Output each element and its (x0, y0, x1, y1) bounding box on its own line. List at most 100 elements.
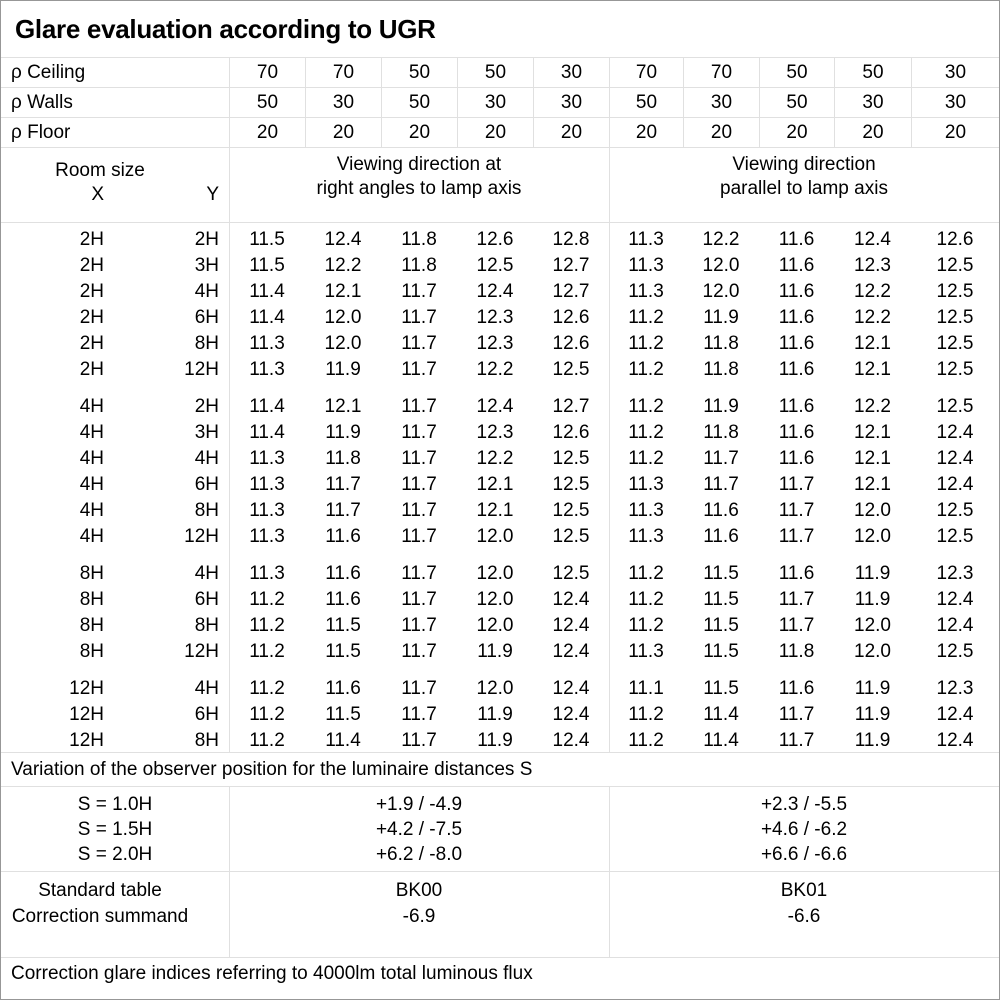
ugr-value: 11.6 (778, 563, 815, 584)
variation-s-label: S = 2.0H (77, 844, 153, 865)
ugr-row: 2H 8H 11.3 12.0 11.7 12.3 12.6 11.2 11.8 11.6 12.1… (1, 331, 999, 357)
ugr-value: 12.4 (552, 641, 590, 662)
ugr-value: 11.2 (628, 307, 664, 328)
ugr-value: 12.4 (936, 589, 974, 610)
ugr-row: 2H 6H 11.4 12.0 11.7 12.3 12.6 11.2 11.9 11.6 12.2… (1, 305, 999, 331)
ugr-value: 11.7 (401, 474, 437, 495)
page-title: Glare evaluation according to UGR (1, 1, 999, 58)
ugr-value: 12.0 (476, 678, 514, 699)
ugr-value: 11.8 (703, 422, 739, 443)
ugr-row: 4H 4H 11.3 11.8 11.7 12.2 12.5 11.2 11.7 11.6 12.1… (1, 446, 999, 472)
ugr-value: 11.7 (778, 730, 815, 751)
reflectance-label: ρ Walls (11, 92, 73, 113)
ugr-value: 12.0 (854, 615, 891, 636)
ugr-value: 11.7 (401, 641, 437, 662)
variation-value: +4.6 / -6.2 (760, 819, 848, 840)
ugr-value: 12.4 (552, 589, 590, 610)
variation-section: S = 1.0H S = 1.5H S = 2.0H +1.9 / -4.9 +4.2… (1, 787, 999, 872)
correction-right-angles-values: BK00 -6.9 (229, 878, 609, 957)
ugr-value: 12.5 (552, 563, 590, 584)
room-size-y: 3H (194, 422, 219, 443)
ugr-value: 12.5 (936, 396, 974, 417)
ugr-value: 12.1 (854, 359, 891, 380)
ugr-row-group: 2H 2H 11.5 12.4 11.8 12.6 12.8 11.3 12.2 11.6 12.4… (1, 227, 999, 383)
ugr-value: 11.7 (325, 500, 361, 521)
ugr-row: 4H 6H 11.3 11.7 11.7 12.1 12.5 11.3 11.7 11.7 12.1… (1, 472, 999, 498)
ugr-value: 11.9 (325, 359, 361, 380)
reflectance-value: 70 (683, 58, 759, 87)
ugr-value: 11.2 (628, 730, 664, 751)
ugr-value: 11.7 (778, 589, 815, 610)
ugr-value: 11.9 (477, 730, 513, 751)
ugr-value: 11.9 (854, 730, 891, 751)
ugr-value: 11.8 (703, 359, 739, 380)
y-column-label: Y (206, 184, 219, 205)
ugr-value: 12.5 (936, 359, 974, 380)
ugr-value: 12.6 (476, 229, 514, 250)
ugr-value: 11.7 (401, 678, 437, 699)
ugr-value: 12.3 (854, 255, 891, 276)
reflectance-value: 50 (759, 58, 834, 87)
ugr-value: 11.7 (401, 615, 437, 636)
reflectance-value: 20 (834, 118, 911, 147)
ugr-value: 12.5 (552, 448, 590, 469)
reflectance-value: 30 (457, 88, 533, 117)
ugr-value: 11.3 (249, 333, 285, 354)
room-size-x: 4H (79, 526, 104, 547)
ugr-value: 12.5 (552, 474, 590, 495)
ugr-value: 12.5 (936, 526, 974, 547)
ugr-value: 11.6 (325, 526, 361, 547)
room-size-cell: 2H 6H (1, 305, 229, 331)
ugr-value: 11.7 (703, 474, 739, 495)
room-size-y: 3H (194, 255, 219, 276)
ugr-row: 2H 4H 11.4 12.1 11.7 12.4 12.7 11.3 12.0 11.6 12.2… (1, 279, 999, 305)
room-size-x: 4H (79, 422, 104, 443)
room-size-cell: 4H 12H (1, 524, 229, 550)
room-size-y: 12H (184, 641, 219, 662)
ugr-value: 11.7 (401, 359, 437, 380)
ugr-value: 11.5 (325, 704, 361, 725)
ugr-value: 11.3 (628, 474, 664, 495)
ugr-value: 12.0 (702, 281, 740, 302)
reflectance-table: ρ Ceiling 70 70 50 50 30 70 70 50 50 30 ρ Walls 50 30… (1, 58, 999, 148)
ugr-value: 11.6 (703, 500, 739, 521)
ugr-value: 11.7 (401, 704, 437, 725)
ugr-value: 12.2 (324, 255, 362, 276)
ugr-row: 4H 3H 11.4 11.9 11.7 12.3 12.6 11.2 11.8 11.6 12.1… (1, 420, 999, 446)
room-size-x: 8H (79, 589, 104, 610)
room-size-cell: 4H 2H (1, 394, 229, 420)
ugr-value: 12.4 (324, 229, 362, 250)
ugr-value: 11.7 (401, 526, 437, 547)
ugr-value: 11.2 (628, 704, 664, 725)
ugr-row: 2H 3H 11.5 12.2 11.8 12.5 12.7 11.3 12.0 11.6 12.3… (1, 253, 999, 279)
ugr-row: 2H 2H 11.5 12.4 11.8 12.6 12.8 11.3 12.2 11.6 12.4… (1, 227, 999, 253)
ugr-value: 12.1 (854, 333, 891, 354)
room-size-x: 2H (79, 281, 104, 302)
ugr-value: 11.5 (249, 255, 285, 276)
room-size-cell: 4H 6H (1, 472, 229, 498)
ugr-value: 11.3 (249, 359, 285, 380)
ugr-value: 11.5 (703, 678, 739, 699)
reflectance-value: 50 (759, 88, 834, 117)
room-size-x: 4H (79, 474, 104, 495)
room-size-y: 6H (194, 589, 219, 610)
room-size-x: 4H (79, 500, 104, 521)
ugr-value: 11.3 (249, 563, 285, 584)
ugr-value: 12.0 (324, 333, 362, 354)
ugr-value: 11.3 (249, 500, 285, 521)
ugr-value: 12.2 (476, 448, 514, 469)
ugr-value: 11.3 (628, 500, 664, 521)
ugr-value: 12.1 (324, 281, 362, 302)
ugr-value: 11.7 (401, 281, 437, 302)
ugr-value: 11.4 (703, 730, 739, 751)
room-size-y: 8H (194, 500, 219, 521)
correction-row-label: Standard table (38, 880, 162, 901)
room-size-cell: 2H 3H (1, 253, 229, 279)
ugr-value: 12.0 (476, 589, 514, 610)
ugr-value: 12.4 (936, 474, 974, 495)
x-column-label: X (91, 184, 104, 205)
room-size-cell: 8H 4H (1, 561, 229, 587)
ugr-value: 12.3 (476, 333, 514, 354)
room-size-y: 12H (184, 359, 219, 380)
